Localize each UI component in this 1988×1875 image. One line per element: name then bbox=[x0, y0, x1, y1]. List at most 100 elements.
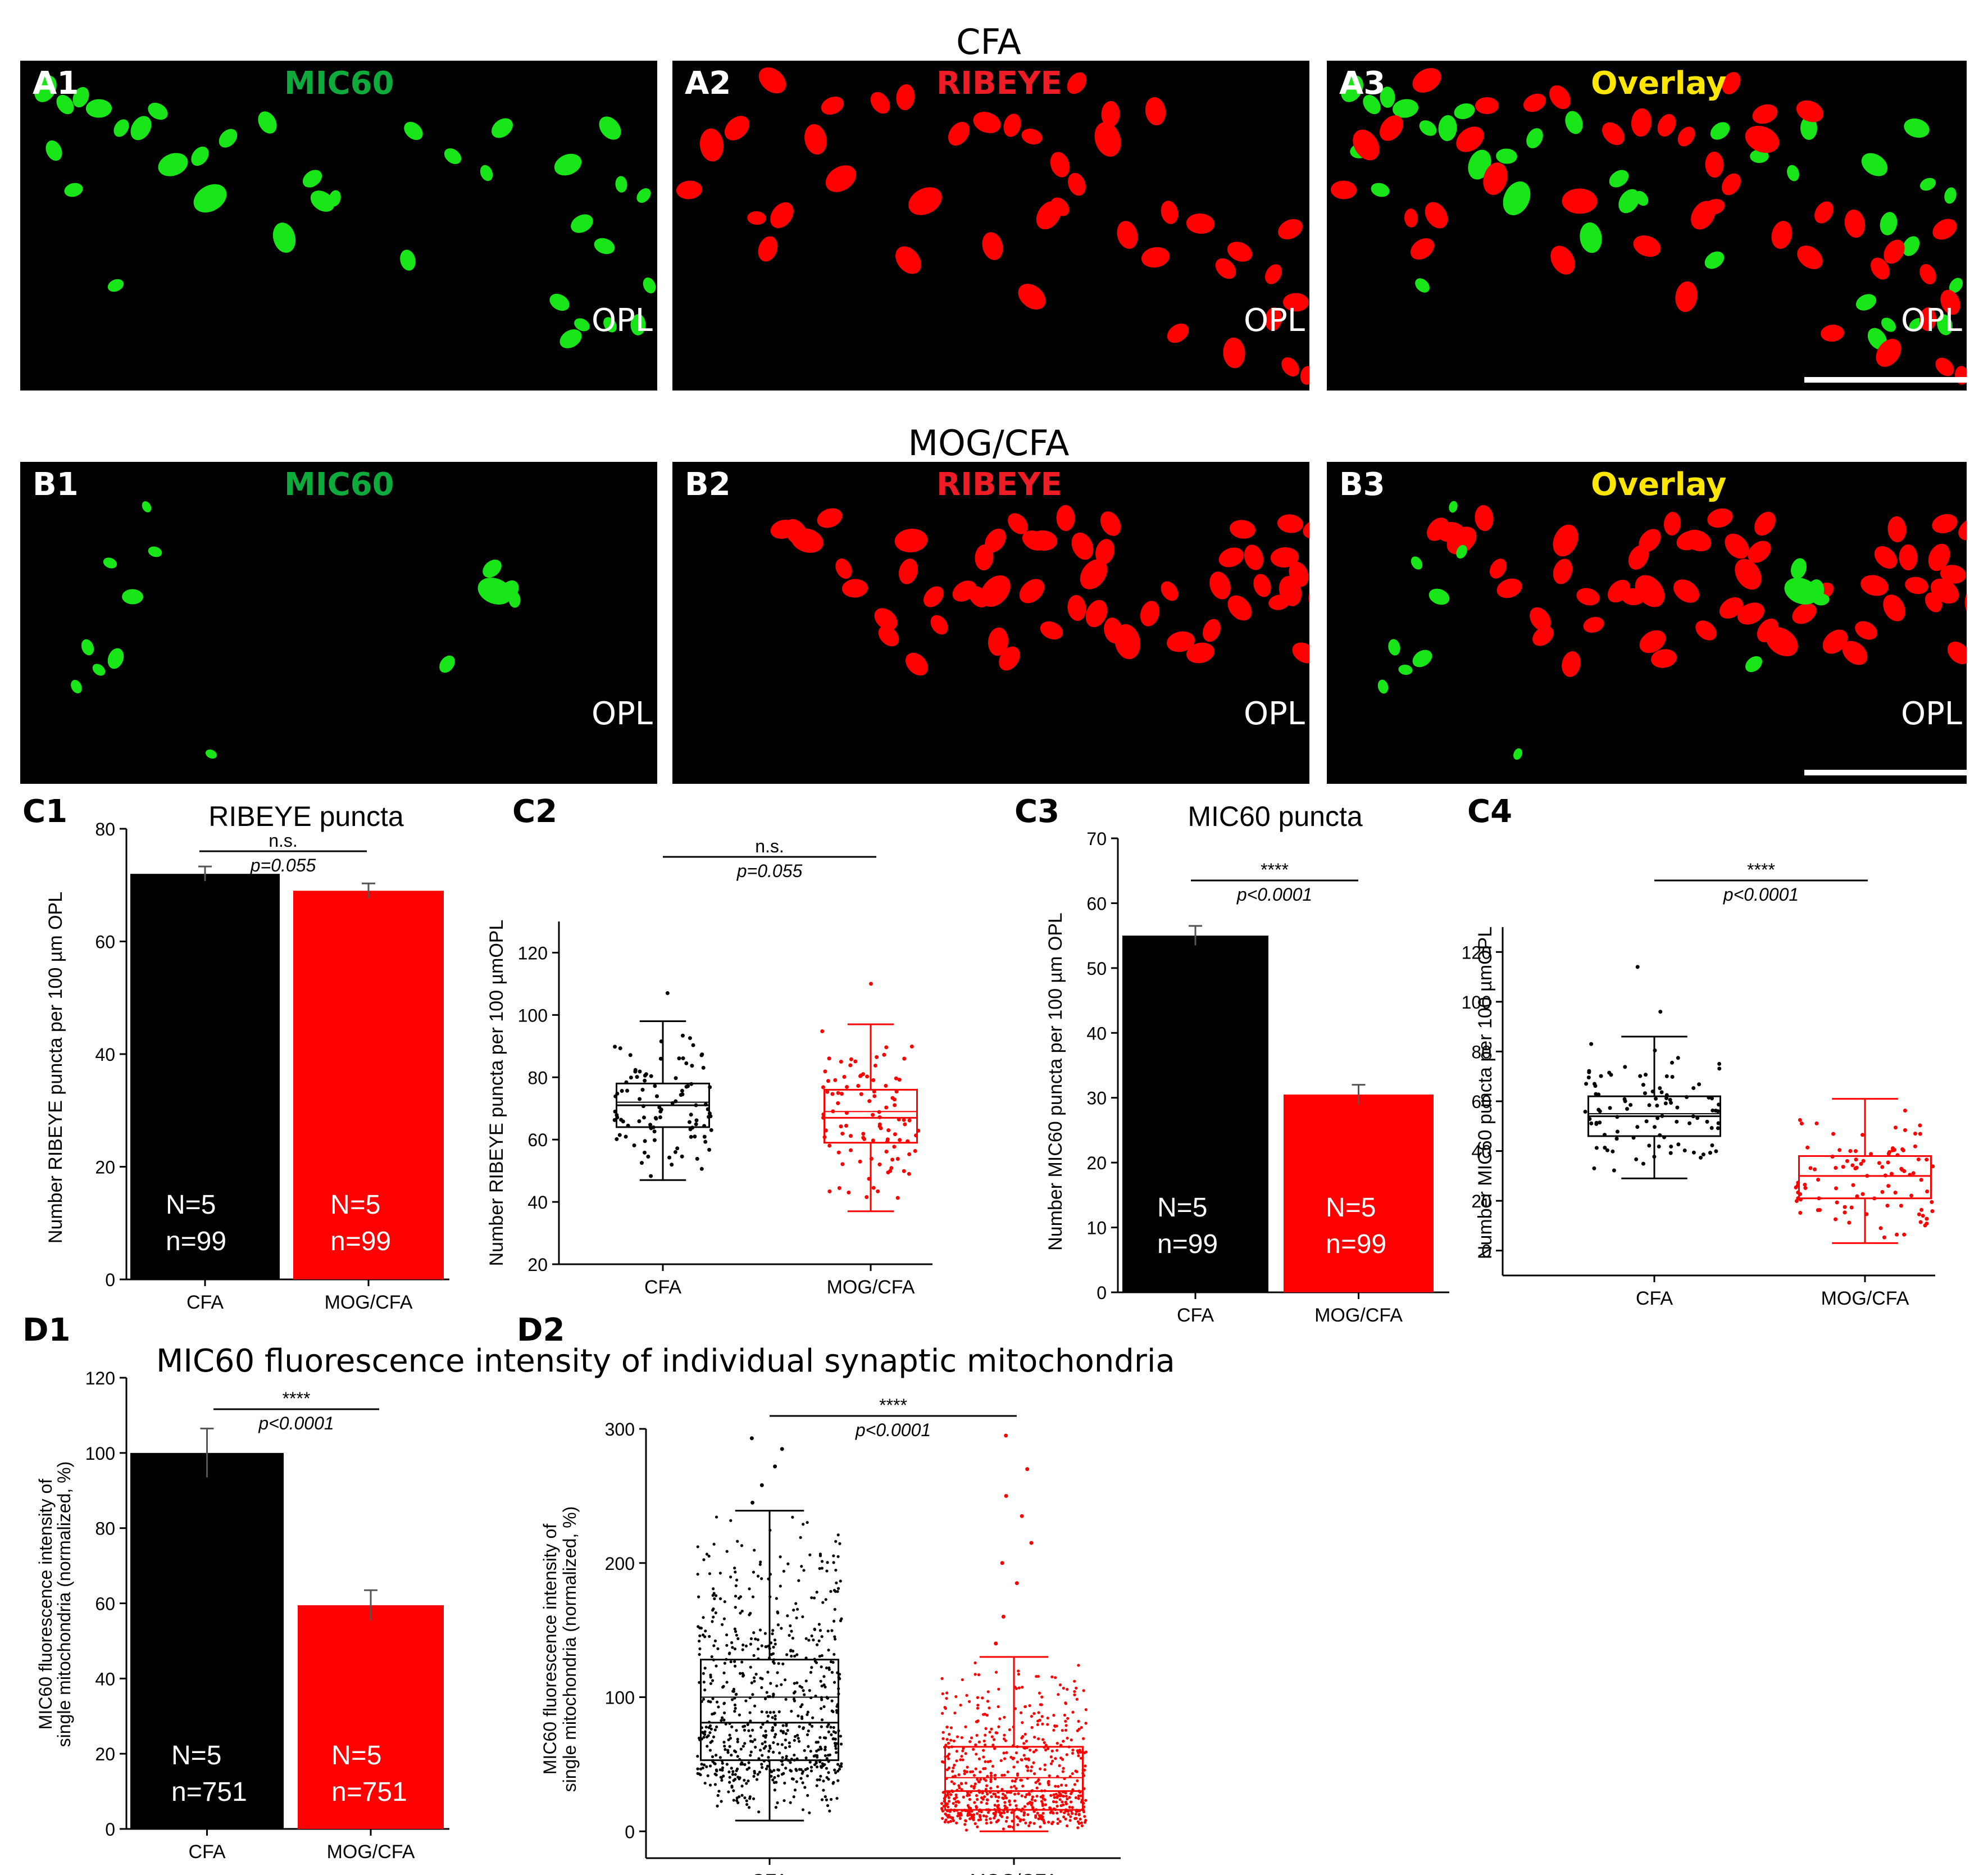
data-point bbox=[776, 1801, 779, 1805]
data-point bbox=[1052, 1800, 1056, 1804]
data-point bbox=[823, 1069, 827, 1074]
data-point bbox=[743, 1742, 747, 1745]
data-point bbox=[731, 1770, 735, 1773]
data-point bbox=[815, 1784, 818, 1787]
data-point bbox=[997, 1796, 1000, 1799]
data-point bbox=[729, 1660, 733, 1664]
puncta bbox=[1215, 258, 1236, 279]
puncta bbox=[400, 249, 416, 271]
data-point bbox=[1056, 1817, 1059, 1821]
figure-label-c3: C3 bbox=[1015, 793, 1060, 830]
puncta bbox=[1489, 559, 1507, 579]
data-point bbox=[1612, 1168, 1616, 1173]
region-label: OPL bbox=[1243, 696, 1305, 732]
data-point bbox=[761, 1677, 764, 1681]
data-point bbox=[711, 1755, 715, 1759]
puncta bbox=[1140, 601, 1160, 626]
data-point bbox=[699, 1627, 703, 1630]
data-point bbox=[802, 1523, 805, 1526]
y-tick-label: 120 bbox=[85, 1368, 115, 1388]
d-title: MIC60 fluorescence intensity of individu… bbox=[156, 1343, 1175, 1379]
puncta bbox=[1161, 581, 1179, 601]
data-point bbox=[1584, 1082, 1589, 1086]
data-point bbox=[945, 1697, 948, 1700]
data-point bbox=[830, 1092, 835, 1096]
figure-label-c2: C2 bbox=[512, 793, 558, 830]
micrograph-panel-a2: A2 RIBEYE OPL bbox=[672, 61, 1309, 391]
data-point bbox=[756, 1647, 760, 1651]
row-title-cfa: CFA bbox=[956, 21, 1021, 62]
puncta bbox=[1710, 122, 1730, 140]
data-point bbox=[658, 1056, 663, 1061]
data-point bbox=[725, 1633, 729, 1637]
data-point bbox=[993, 1817, 996, 1820]
data-point bbox=[718, 1756, 722, 1759]
data-point bbox=[788, 1745, 791, 1748]
data-point bbox=[993, 1804, 997, 1807]
data-point bbox=[757, 1810, 761, 1814]
data-point bbox=[838, 1542, 841, 1545]
puncta bbox=[1186, 642, 1214, 664]
puncta bbox=[1363, 94, 1381, 115]
data-point bbox=[1080, 1824, 1084, 1828]
x-tick-label: CFA bbox=[188, 1841, 225, 1863]
data-point bbox=[902, 1169, 906, 1173]
data-point bbox=[744, 1699, 748, 1703]
data-point bbox=[820, 1725, 823, 1728]
x-tick-label: CFA bbox=[186, 1292, 224, 1313]
data-point bbox=[1930, 1209, 1935, 1214]
data-point bbox=[635, 1075, 639, 1079]
data-point bbox=[975, 1753, 978, 1756]
puncta bbox=[1438, 115, 1457, 142]
data-point bbox=[941, 1791, 945, 1794]
puncta bbox=[1719, 597, 1744, 619]
significance-label: **** bbox=[283, 1388, 311, 1409]
data-point bbox=[705, 1552, 709, 1556]
data-point bbox=[867, 1099, 872, 1104]
data-point bbox=[726, 1749, 730, 1752]
micrograph-image bbox=[34, 75, 656, 348]
puncta bbox=[193, 184, 227, 213]
data-point bbox=[1064, 1702, 1067, 1705]
data-point bbox=[772, 1769, 776, 1772]
data-point bbox=[741, 1674, 745, 1678]
data-point bbox=[830, 1629, 834, 1632]
data-point bbox=[739, 1763, 743, 1766]
puncta bbox=[1704, 251, 1725, 269]
data-point bbox=[738, 1795, 741, 1799]
data-point bbox=[1076, 1779, 1079, 1782]
data-point bbox=[1049, 1755, 1053, 1759]
data-point bbox=[1000, 1811, 1003, 1815]
data-point bbox=[859, 1092, 863, 1096]
data-point bbox=[941, 1817, 944, 1820]
data-point bbox=[997, 1804, 1000, 1807]
data-point bbox=[799, 1705, 803, 1709]
data-point bbox=[744, 1644, 748, 1648]
data-point bbox=[1635, 1125, 1640, 1129]
data-point bbox=[1062, 1811, 1066, 1814]
data-point bbox=[700, 1731, 704, 1734]
data-point bbox=[702, 1763, 706, 1767]
micrograph-image bbox=[770, 505, 1309, 676]
data-point bbox=[893, 1132, 897, 1137]
data-point bbox=[638, 1097, 642, 1101]
data-point bbox=[960, 1788, 963, 1791]
puncta bbox=[1117, 221, 1138, 249]
data-point bbox=[834, 1747, 838, 1750]
data-point bbox=[720, 1800, 723, 1803]
data-point bbox=[973, 1822, 977, 1826]
puncta bbox=[1657, 114, 1676, 137]
y-tick-label: 20 bbox=[95, 1744, 115, 1764]
data-point bbox=[1016, 1760, 1019, 1764]
data-point bbox=[1080, 1821, 1084, 1824]
data-point bbox=[993, 1747, 997, 1750]
data-point bbox=[745, 1768, 749, 1771]
data-point bbox=[965, 1770, 968, 1773]
data-point bbox=[736, 1755, 739, 1758]
data-point bbox=[690, 1064, 694, 1068]
data-point bbox=[974, 1743, 977, 1746]
data-point bbox=[989, 1780, 993, 1783]
data-point bbox=[648, 1123, 653, 1127]
data-point bbox=[818, 1736, 822, 1739]
data-point bbox=[689, 1134, 693, 1139]
